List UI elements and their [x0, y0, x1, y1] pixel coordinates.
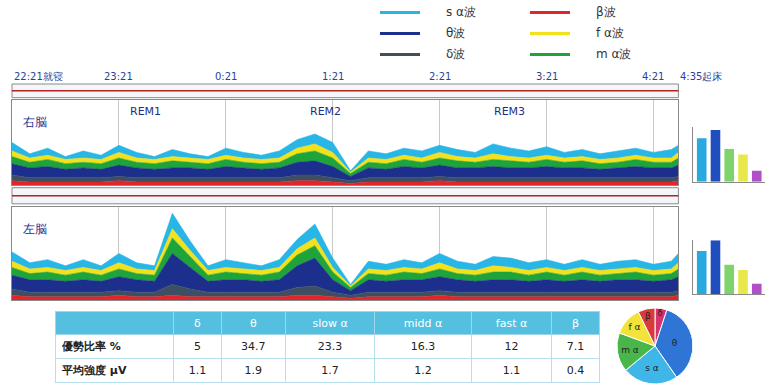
- svg-text:4:21: 4:21: [642, 71, 664, 82]
- html-text:s α波: s α波: [446, 5, 476, 19]
- html-text:7.1: 7.1: [566, 340, 585, 353]
- html-text:midd α: midd α: [403, 316, 443, 330]
- html-text:m α波: m α波: [596, 47, 632, 61]
- html-text:平均強度 μV: 平均強度 μV: [62, 364, 127, 377]
- svg-text:f α: f α: [628, 322, 640, 332]
- svg-text:REM3: REM3: [494, 105, 525, 118]
- html-text:θ: θ: [250, 316, 257, 330]
- svg-text:1:21: 1:21: [322, 71, 344, 82]
- svg-text:23:21: 23:21: [104, 71, 133, 82]
- html-text:δ: δ: [194, 316, 201, 330]
- html-text:優勢比率 %: 優勢比率 %: [62, 340, 121, 353]
- html-text:θ波: θ波: [446, 26, 466, 40]
- svg-text:左脳: 左脳: [23, 222, 47, 236]
- html-text:1.1: 1.1: [188, 364, 207, 377]
- svg-text:REM1: REM1: [130, 105, 161, 118]
- html-text:16.3: 16.3: [410, 340, 436, 353]
- svg-text:REM2: REM2: [310, 105, 341, 118]
- svg-text:2:21: 2:21: [429, 71, 451, 82]
- html-text:12: 12: [504, 340, 519, 353]
- html-text:1.1: 1.1: [502, 364, 521, 377]
- svg-text:0:21: 0:21: [215, 71, 237, 82]
- html-text:f α波: f α波: [596, 26, 624, 40]
- html-text:β: β: [572, 316, 580, 330]
- html-text:fast α: fast α: [495, 316, 528, 330]
- html-text:0.4: 0.4: [566, 364, 585, 377]
- html-text:5: 5: [193, 340, 201, 353]
- html-text:δ波: δ波: [446, 47, 466, 61]
- svg-text:右脳: 右脳: [23, 115, 47, 129]
- svg-text:s α: s α: [645, 363, 659, 373]
- html-text:1.9: 1.9: [244, 364, 263, 377]
- html-text:34.7: 34.7: [241, 340, 266, 353]
- html-text:1.2: 1.2: [414, 364, 432, 377]
- svg-text:22:21就寝: 22:21就寝: [14, 71, 63, 82]
- html-text:slow α: slow α: [312, 316, 348, 330]
- svg-text:δ: δ: [658, 309, 663, 318]
- svg-text:3:21: 3:21: [536, 71, 558, 82]
- svg-text:4:35起床: 4:35起床: [680, 71, 722, 82]
- svg-text:θ: θ: [672, 338, 678, 348]
- html-text:β波: β波: [596, 5, 616, 19]
- svg-text:m α: m α: [621, 345, 639, 355]
- html-text:23.3: 23.3: [317, 340, 343, 353]
- html-text:1.7: 1.7: [321, 364, 339, 377]
- svg-text:β: β: [645, 311, 651, 321]
